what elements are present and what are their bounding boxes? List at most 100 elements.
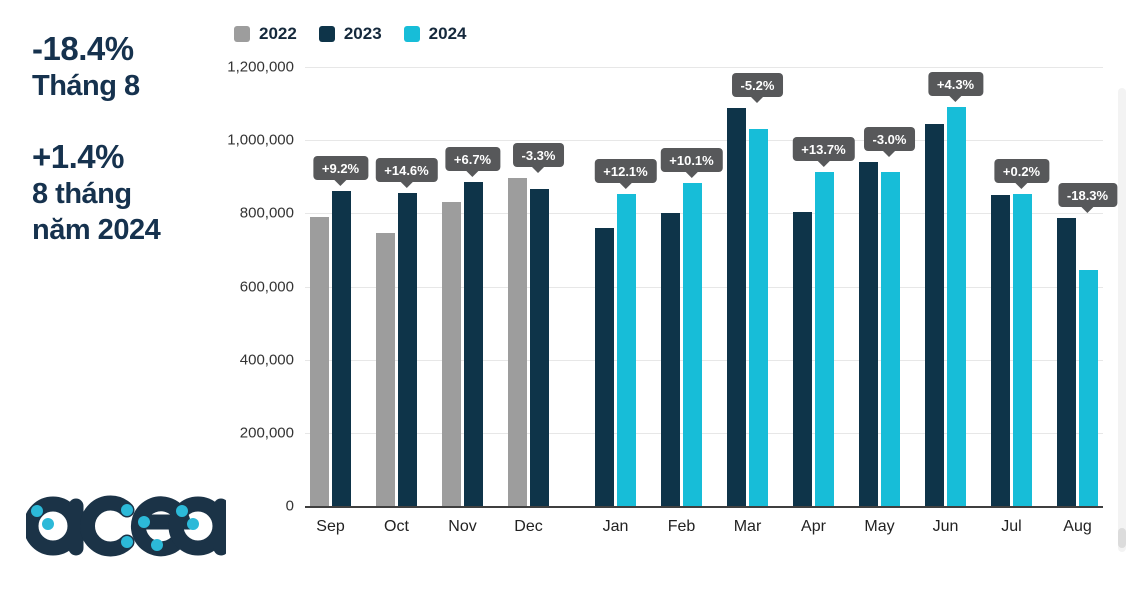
x-axis-label-apr: Apr <box>801 518 826 535</box>
headline-ytd-label-line1: 8 tháng <box>32 178 132 210</box>
pct-change-badge-feb: +10.1% <box>660 148 723 178</box>
logo-dot <box>121 504 133 516</box>
bar-group-may: -3.0% May <box>858 67 916 535</box>
logo-dot <box>187 518 199 530</box>
bar-2023-may <box>858 162 878 506</box>
bar-group-jun: +4.3% Jun <box>924 67 984 535</box>
bar-2024-may <box>880 172 900 506</box>
headline-ytd-value: +1.4% <box>32 138 125 175</box>
legend-item-2022: 2022 <box>234 24 297 44</box>
bar-2024-jul <box>1012 194 1032 506</box>
legend-swatch-2023 <box>318 26 335 42</box>
gridline <box>305 359 1103 361</box>
gridline <box>305 432 1103 434</box>
chart-legend: 2022 2023 2024 <box>234 24 488 44</box>
logo-dot <box>151 539 163 551</box>
bar-2024-mar <box>748 128 768 506</box>
logo-dot <box>42 518 54 530</box>
pct-change-badge-oct: +14.6% <box>375 158 438 189</box>
x-axis-label-dec: Dec <box>514 518 543 535</box>
pct-change-badge-jul: +0.2% <box>993 159 1050 190</box>
acea-logo-graphic <box>23 495 229 557</box>
bar-2023-jan <box>594 228 614 506</box>
pct-change-badge-sep: +9.2% <box>312 156 369 186</box>
bar-2023-oct <box>397 193 417 506</box>
headline-ytd: +1.4% 8 tháng năm 2024 <box>32 138 161 248</box>
bar-2022-nov <box>441 202 461 506</box>
bar-2024-jun <box>946 107 966 506</box>
x-axis-label-jul: Jul <box>1001 518 1022 535</box>
legend-label-2022: 2022 <box>259 24 297 43</box>
bar-2023-sep <box>331 191 351 506</box>
bar-2024-aug <box>1078 270 1098 506</box>
bar-chart-plot-area: 1,200,000 1,000,000 800,000 600,000 400,000 2… <box>227 59 1118 535</box>
bar-group-sep: +9.2% Sep <box>309 67 369 535</box>
x-axis-label-sep: Sep <box>316 518 345 535</box>
y-axis-tick-label: 1,200,000 <box>227 58 294 76</box>
bar-2023-feb <box>660 212 680 506</box>
pct-change-badge-nov: +6.7% <box>444 147 501 178</box>
bar-group-jan: +12.1% Jan <box>594 67 657 535</box>
bar-group-nov: +6.7% Nov <box>441 67 501 535</box>
x-axis-label-aug: Aug <box>1063 518 1092 535</box>
logo-dot <box>121 536 133 548</box>
bar-2024-feb <box>682 183 702 506</box>
bar-2023-dec <box>529 189 549 506</box>
x-axis-label-nov: Nov <box>448 518 477 535</box>
gridline <box>305 213 1103 215</box>
y-axis-tick-label: 400,000 <box>239 351 294 369</box>
logo-dot <box>31 505 43 517</box>
bar-2023-apr <box>792 211 812 506</box>
headline-august-label: Tháng 8 <box>32 70 140 102</box>
pct-change-badge-may: -3.0% <box>863 127 916 158</box>
pct-change-badge-jan: +12.1% <box>594 159 657 190</box>
x-axis-label-mar: Mar <box>733 518 762 535</box>
y-axis-tick-label: 200,000 <box>239 424 294 442</box>
bar-group-dec: -3.3% Dec <box>507 67 565 535</box>
scrollbar-track[interactable] <box>1118 88 1126 552</box>
x-axis-label-jun: Jun <box>932 518 959 535</box>
legend-label-2024: 2024 <box>428 24 467 43</box>
pct-change-badge-apr: +13.7% <box>792 136 855 167</box>
x-axis-label-oct: Oct <box>384 518 409 535</box>
bar-2023-aug <box>1056 217 1076 506</box>
bar-group-apr: +13.7% Apr <box>792 67 855 535</box>
pct-change-badge-aug: -18.3% <box>1057 182 1118 213</box>
bar-2024-jan <box>616 194 636 506</box>
legend-item-2023: 2023 <box>318 24 382 44</box>
bar-group-mar: -5.2% Mar <box>726 67 784 535</box>
scrollbar-thumb[interactable] <box>1118 528 1126 548</box>
bar-group-jul: +0.2% Jul <box>990 67 1050 535</box>
bar-2024-apr <box>814 171 834 506</box>
bar-group-feb: +10.1% Feb <box>660 67 723 535</box>
bar-2022-oct <box>375 233 395 506</box>
x-axis-label-jan: Jan <box>602 518 629 535</box>
headline-august-value: -18.4% <box>32 30 134 67</box>
y-axis-tick-label: 600,000 <box>239 278 294 295</box>
x-axis-label-may: May <box>864 518 895 535</box>
pct-change-badge-dec: -3.3% <box>512 143 565 174</box>
gridline <box>305 67 1103 68</box>
pct-change-badge-jun: +4.3% <box>927 72 984 103</box>
bar-group-aug: -18.3% Aug <box>1056 67 1118 535</box>
y-axis-tick-label: 1,000,000 <box>227 131 294 149</box>
legend-item-2024: 2024 <box>403 24 467 44</box>
acea-logo <box>23 468 229 560</box>
headline-august: -18.4% Tháng 8 <box>32 30 140 104</box>
bar-2023-mar <box>726 108 746 506</box>
legend-label-2023: 2023 <box>343 24 382 43</box>
bar-2022-sep <box>309 217 329 506</box>
logo-dot <box>176 505 188 517</box>
x-axis-label-feb: Feb <box>667 518 696 535</box>
gridline <box>305 286 1103 288</box>
y-axis-tick-label: 0 <box>285 497 294 515</box>
bar-group-oct: +14.6% Oct <box>375 67 438 535</box>
pct-change-badge-mar: -5.2% <box>731 73 784 103</box>
logo-dot <box>138 516 150 528</box>
headline-ytd-label-line2: năm 2024 <box>32 214 161 246</box>
bar-2022-dec <box>507 178 527 506</box>
gridline <box>305 140 1103 142</box>
bar-2023-jul <box>990 195 1010 506</box>
bar-2023-jun <box>924 123 944 506</box>
